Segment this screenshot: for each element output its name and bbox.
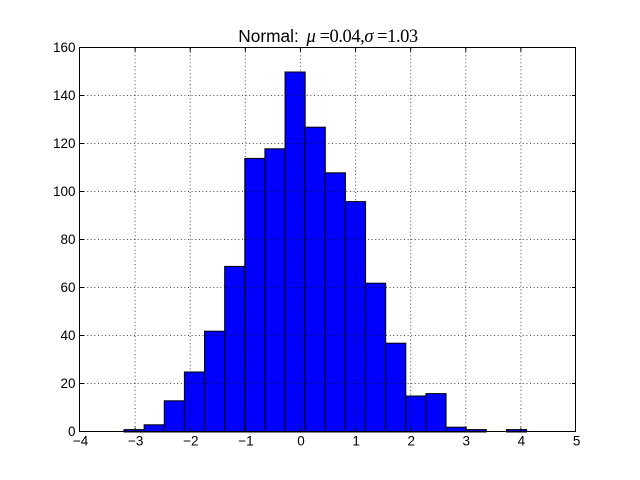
svg-text:100: 100	[53, 184, 76, 199]
svg-text:4: 4	[518, 433, 526, 448]
svg-text:160: 160	[53, 40, 76, 55]
svg-text:Normal: μ =0.04,σ =1.03: Normal: μ =0.04,σ =1.03	[238, 26, 418, 47]
svg-text:2: 2	[407, 433, 415, 448]
svg-text:5: 5	[573, 433, 581, 448]
svg-text:0: 0	[297, 433, 305, 448]
svg-text:−3: −3	[128, 433, 143, 448]
svg-text:3: 3	[463, 433, 471, 448]
svg-text:40: 40	[60, 328, 75, 343]
svg-text:−4: −4	[73, 433, 89, 448]
svg-text:0: 0	[68, 424, 76, 439]
svg-text:−1: −1	[238, 433, 253, 448]
svg-text:−2: −2	[183, 433, 198, 448]
svg-text:60: 60	[60, 280, 75, 295]
svg-text:140: 140	[53, 88, 76, 103]
svg-text:120: 120	[53, 136, 76, 151]
svg-text:20: 20	[60, 376, 75, 391]
svg-text:80: 80	[60, 232, 75, 247]
svg-text:1: 1	[352, 433, 360, 448]
